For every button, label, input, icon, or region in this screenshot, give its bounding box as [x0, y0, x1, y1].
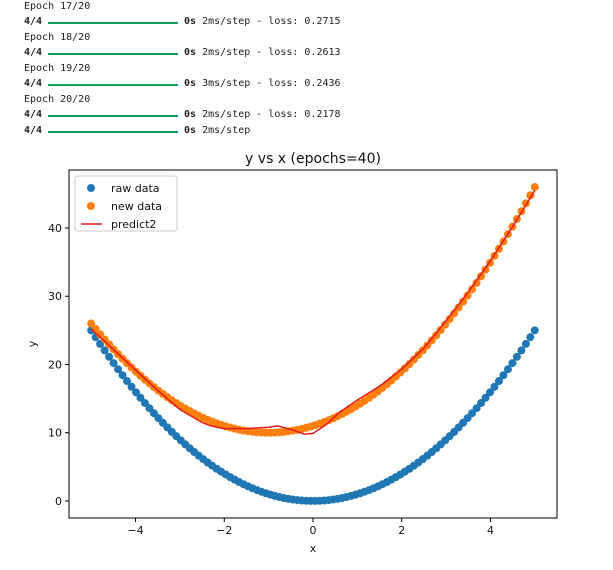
raw-data-point	[109, 359, 118, 368]
epoch-header: Epoch 20/20	[24, 94, 91, 105]
step-count: 4/4	[24, 47, 43, 58]
new-data-point	[530, 183, 539, 192]
step-loss: 2ms/step - loss: 0.2715	[196, 16, 341, 27]
new-data-point	[427, 336, 436, 345]
raw-data-point	[100, 346, 109, 355]
raw-data-point	[127, 382, 136, 391]
step-loss: 3ms/step - loss: 0.2436	[196, 78, 341, 89]
legend-marker	[87, 202, 95, 210]
raw-data-point	[123, 377, 132, 386]
y-tick-label: 30	[48, 290, 62, 303]
raw-data-point	[136, 393, 145, 402]
step-time: 0s	[184, 109, 197, 120]
step-count: 4/4	[24, 109, 43, 120]
step-count: 4/4	[24, 78, 43, 89]
x-tick-label: 0	[310, 524, 317, 537]
raw-data-point	[114, 365, 123, 374]
raw-data-point	[477, 399, 486, 408]
raw-data-point	[508, 359, 517, 368]
plot-figure: y vs x (epochs=40) −4 −2 0 2 4 0 10 20 30 40 x y raw …	[0, 148, 613, 566]
step-loss: 2ms/step - loss: 0.2613	[196, 47, 341, 58]
raw-data-point	[517, 346, 526, 355]
new-data-point	[477, 272, 486, 281]
progress-bar	[48, 53, 178, 55]
step-stats: 0s 2ms/step - loss: 0.2178	[184, 110, 341, 120]
progress-bar	[48, 115, 178, 117]
raw-data-point	[140, 399, 149, 408]
step-stats: 0s 2ms/step	[184, 126, 250, 136]
legend-label: new data	[111, 200, 162, 213]
raw-data-point	[530, 326, 539, 335]
y-tick-label: 10	[48, 427, 62, 440]
epoch-header: Epoch 18/20	[24, 32, 91, 43]
step-count: 4/4	[24, 125, 43, 136]
raw-data-point	[490, 382, 499, 391]
legend-label: raw data	[111, 182, 160, 195]
step-count: 4/4	[24, 16, 43, 27]
step-time: 0s	[184, 125, 197, 136]
new-data-point	[472, 278, 481, 287]
legend-label: predict2	[111, 218, 156, 231]
x-tick-label: −4	[127, 524, 143, 537]
raw-data-point	[481, 393, 490, 402]
raw-data-point	[131, 388, 140, 397]
epoch-header: Epoch 17/20	[24, 1, 91, 12]
training-log: Epoch 17/20 4/4 0s 2ms/step - loss: 0.27…	[0, 0, 613, 150]
new-data-point	[450, 309, 459, 318]
new-data-point	[436, 326, 445, 335]
new-data-point	[432, 331, 441, 340]
epoch-header: Epoch 19/20	[24, 63, 91, 74]
chart-title: y vs x (epochs=40)	[245, 151, 381, 167]
new-data-point	[441, 320, 450, 329]
y-tick-label: 40	[48, 222, 62, 235]
predict-line	[90, 190, 536, 435]
raw-data-point	[512, 352, 521, 361]
x-tick-label: 4	[487, 524, 494, 537]
raw-data-point	[503, 365, 512, 374]
raw-data-point	[472, 404, 481, 413]
step-rate: 2ms/step	[196, 125, 251, 136]
progress-bar	[48, 84, 178, 86]
raw-data-point	[105, 352, 114, 361]
progress-bar	[48, 22, 178, 24]
raw-data-point	[499, 371, 508, 380]
y-axis-label: y	[26, 340, 39, 347]
step-stats: 0s 3ms/step - loss: 0.2436	[184, 79, 341, 89]
new-data-point	[87, 319, 96, 328]
new-data-point	[445, 315, 454, 324]
new-data-point	[459, 297, 468, 306]
step-stats: 0s 2ms/step - loss: 0.2613	[184, 48, 341, 58]
step-time: 0s	[184, 47, 197, 58]
y-tick-label: 20	[48, 358, 62, 371]
x-tick-label: −2	[216, 524, 232, 537]
y-tick-label: 0	[55, 495, 62, 508]
new-data-point	[468, 285, 477, 294]
step-time: 0s	[184, 16, 197, 27]
legend-marker	[87, 184, 95, 192]
legend-box	[74, 175, 178, 232]
step-loss: 2ms/step - loss: 0.2178	[196, 109, 341, 120]
step-stats: 0s 2ms/step - loss: 0.2715	[184, 17, 341, 27]
raw-data-point	[494, 377, 503, 386]
new-data-point	[463, 291, 472, 300]
new-data-point	[454, 303, 463, 312]
x-axis-label: x	[310, 542, 317, 555]
raw-data-point	[521, 339, 530, 348]
progress-bar	[48, 131, 178, 133]
raw-data-point	[486, 388, 495, 397]
step-time: 0s	[184, 78, 197, 89]
raw-data-point	[118, 371, 127, 380]
raw-data-point	[526, 333, 535, 342]
x-tick-label: 2	[398, 524, 405, 537]
scatter-chart: y vs x (epochs=40)−4 −2 0 2 4010203040xyraw …	[26, 151, 558, 555]
